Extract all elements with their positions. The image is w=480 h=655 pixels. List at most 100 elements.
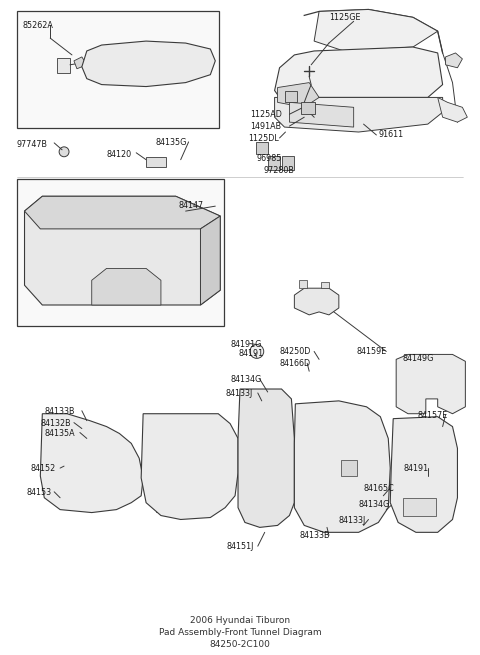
Bar: [403, 468, 444, 498]
Text: 84191: 84191: [403, 464, 428, 473]
Text: 84133J: 84133J: [339, 515, 366, 525]
Text: 84120: 84120: [107, 150, 132, 159]
Circle shape: [107, 228, 132, 253]
Text: 1125GE: 1125GE: [329, 13, 360, 22]
Polygon shape: [201, 216, 220, 305]
Bar: [403, 430, 444, 458]
Polygon shape: [146, 157, 166, 166]
Text: 2006 Hyundai Tiburon: 2006 Hyundai Tiburon: [190, 616, 290, 626]
Polygon shape: [314, 9, 438, 51]
Text: 84152: 84152: [30, 464, 56, 473]
Circle shape: [140, 232, 162, 253]
Bar: [127, 75, 135, 81]
Polygon shape: [277, 83, 319, 107]
Circle shape: [105, 53, 128, 77]
Polygon shape: [294, 401, 390, 533]
Text: 91611: 91611: [378, 130, 404, 139]
Circle shape: [38, 234, 66, 263]
Circle shape: [81, 271, 99, 289]
Text: 96985: 96985: [257, 154, 282, 162]
Bar: [152, 75, 160, 81]
Text: 84165C: 84165C: [363, 484, 394, 493]
Text: 84147: 84147: [179, 201, 204, 210]
Polygon shape: [294, 288, 339, 315]
Text: 84133J: 84133J: [225, 389, 252, 398]
Circle shape: [161, 53, 177, 69]
Bar: [17, 11, 219, 128]
Text: 84151J: 84151J: [226, 542, 253, 552]
Text: 84135A: 84135A: [44, 428, 75, 438]
Circle shape: [136, 51, 156, 71]
Polygon shape: [390, 417, 457, 533]
Circle shape: [140, 267, 158, 285]
Bar: [17, 179, 224, 326]
Bar: [77, 226, 111, 242]
Text: Pad Assembly-Front Tunnel Diagram: Pad Assembly-Front Tunnel Diagram: [159, 628, 321, 637]
Text: 84133B: 84133B: [300, 531, 330, 540]
Polygon shape: [321, 282, 329, 288]
Bar: [156, 500, 188, 512]
Bar: [250, 493, 279, 508]
Text: 97747B: 97747B: [17, 140, 48, 149]
Bar: [172, 75, 180, 81]
Polygon shape: [438, 98, 468, 122]
Text: 84250D: 84250D: [279, 348, 311, 356]
Text: 84132B: 84132B: [40, 419, 71, 428]
Circle shape: [96, 451, 107, 461]
Circle shape: [47, 269, 67, 288]
Polygon shape: [300, 280, 307, 288]
Text: 84191G: 84191G: [230, 339, 262, 348]
Polygon shape: [82, 41, 216, 86]
Circle shape: [59, 147, 69, 157]
Text: 84157E: 84157E: [418, 411, 448, 420]
Polygon shape: [445, 53, 462, 67]
Polygon shape: [396, 354, 466, 414]
Circle shape: [422, 383, 434, 395]
Polygon shape: [268, 156, 279, 170]
Polygon shape: [57, 58, 70, 73]
Polygon shape: [238, 389, 294, 527]
Bar: [248, 409, 283, 428]
Bar: [129, 226, 159, 242]
Text: 97280B: 97280B: [264, 166, 295, 175]
Polygon shape: [275, 47, 443, 98]
Text: 1125AD: 1125AD: [250, 110, 282, 119]
Polygon shape: [24, 196, 220, 229]
Text: 84135G: 84135G: [156, 138, 187, 147]
Bar: [304, 419, 349, 448]
Circle shape: [107, 269, 126, 288]
Polygon shape: [301, 102, 315, 114]
Polygon shape: [403, 498, 436, 515]
Polygon shape: [281, 156, 294, 170]
Text: 85262A: 85262A: [23, 22, 53, 30]
Text: 84149G: 84149G: [402, 354, 433, 364]
Text: 84191: 84191: [238, 350, 263, 358]
Text: 1125DL: 1125DL: [248, 134, 279, 143]
Text: 84159E: 84159E: [357, 348, 387, 356]
Text: 84134G: 84134G: [230, 375, 262, 384]
Polygon shape: [40, 414, 143, 513]
Circle shape: [412, 375, 420, 383]
Circle shape: [75, 231, 99, 255]
Text: 84153: 84153: [26, 488, 52, 497]
Polygon shape: [92, 269, 161, 305]
Bar: [57, 434, 92, 455]
Bar: [309, 496, 349, 514]
Polygon shape: [341, 460, 357, 476]
Bar: [248, 458, 283, 483]
Bar: [156, 436, 195, 464]
Bar: [159, 473, 196, 498]
Polygon shape: [141, 414, 238, 519]
Text: 84250-2C100: 84250-2C100: [210, 640, 270, 649]
Polygon shape: [74, 57, 87, 69]
Circle shape: [178, 54, 200, 76]
Polygon shape: [289, 102, 354, 127]
Text: 84133B: 84133B: [44, 407, 75, 416]
Text: 84134G: 84134G: [359, 500, 390, 509]
Circle shape: [250, 345, 264, 358]
Polygon shape: [286, 90, 297, 102]
Bar: [62, 466, 90, 484]
Text: 84166D: 84166D: [279, 360, 311, 368]
Polygon shape: [256, 142, 268, 154]
Text: 1491AB: 1491AB: [250, 122, 281, 131]
